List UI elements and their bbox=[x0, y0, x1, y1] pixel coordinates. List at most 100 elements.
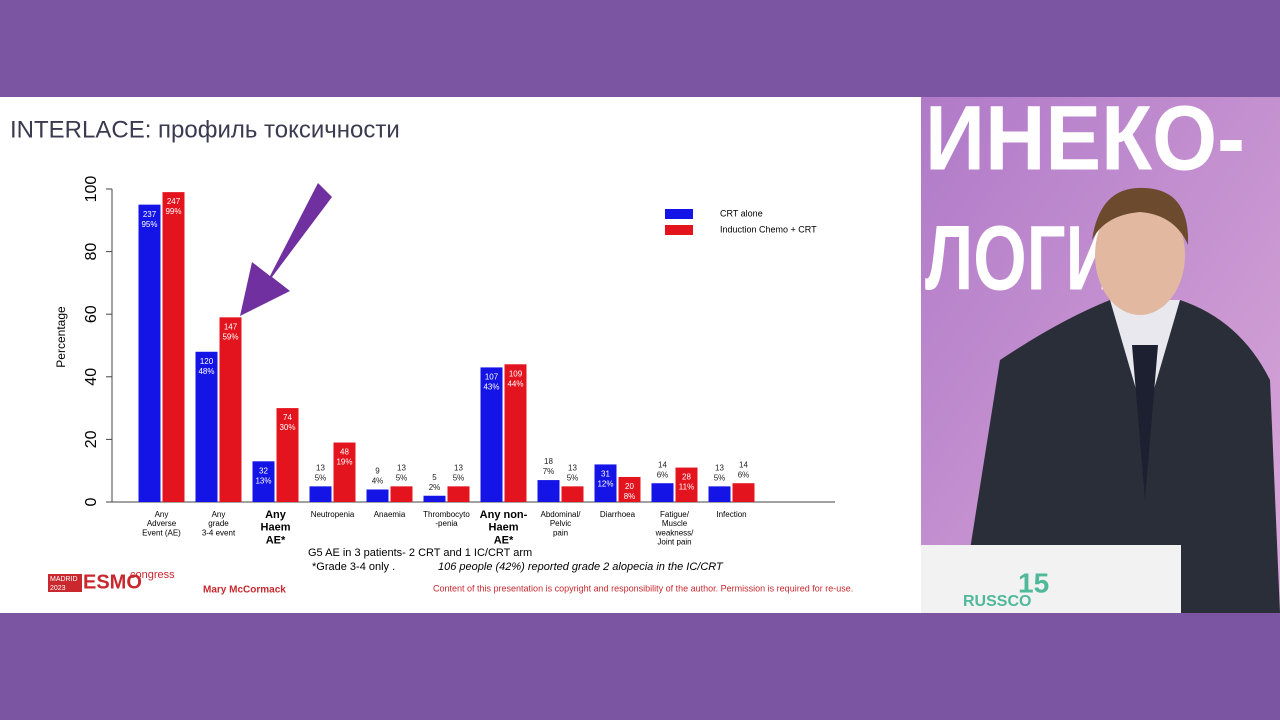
value-label: 7% bbox=[543, 467, 555, 476]
value-label: 12% bbox=[597, 480, 613, 489]
bar bbox=[675, 467, 698, 502]
slide bbox=[0, 97, 921, 613]
logo-box bbox=[48, 574, 82, 592]
bar bbox=[651, 483, 674, 502]
speaker-head bbox=[1095, 195, 1185, 315]
value-label: 5% bbox=[714, 473, 726, 482]
value-count: 32 bbox=[259, 466, 268, 475]
value-count: 5 bbox=[432, 473, 437, 482]
x-tick-label: Any Adverse Event (AE) bbox=[142, 510, 181, 537]
bar bbox=[219, 317, 242, 502]
logo-city: MADRID bbox=[50, 576, 78, 583]
legend-label: Induction Chemo + CRT bbox=[720, 224, 817, 234]
value-count: 237 bbox=[143, 210, 157, 219]
logo-word: congress bbox=[130, 569, 175, 581]
speaker-suit bbox=[960, 300, 1280, 613]
chart: Percentage 0 20 40 60 80 100 Any Adverse Event (A… bbox=[54, 176, 835, 547]
value-label: 59% bbox=[222, 332, 238, 341]
value-count: 14 bbox=[739, 460, 748, 469]
bar bbox=[162, 192, 185, 502]
note: G5 AE in 3 patients- 2 CRT and 1 IC/CRT … bbox=[308, 547, 532, 559]
x-tick-label: Abdominal/Pelvic pain bbox=[540, 510, 581, 537]
speaker-tie bbox=[1132, 345, 1158, 500]
value-count: 14 bbox=[658, 460, 667, 469]
legend-swatch bbox=[665, 225, 693, 235]
highlight-arrow bbox=[240, 183, 332, 316]
podium-logo: RUSSCO bbox=[963, 593, 1031, 610]
note: *Grade 3-4 only . bbox=[312, 561, 395, 573]
value-count: 18 bbox=[544, 457, 553, 466]
value-label: 5% bbox=[567, 473, 579, 482]
bar bbox=[333, 442, 356, 502]
value-label: 5% bbox=[396, 473, 408, 482]
value-count: 13 bbox=[316, 463, 325, 472]
x-tick-label: Any grade 3-4 event bbox=[202, 510, 236, 537]
value-label: 19% bbox=[336, 458, 352, 467]
value-label: 4% bbox=[372, 477, 384, 486]
x-tick-label: Thrombocyto -penia bbox=[423, 510, 470, 528]
bar bbox=[618, 476, 641, 502]
value-count: 107 bbox=[485, 373, 499, 382]
y-tick-label: 80 bbox=[83, 243, 100, 261]
value-count: 20 bbox=[625, 482, 634, 491]
x-tick-label: Neutropenia bbox=[311, 510, 355, 519]
y-tick-label: 20 bbox=[83, 430, 100, 448]
x-tick-label: Infection bbox=[716, 510, 746, 519]
x-tick-label: Diarrhoea bbox=[600, 510, 636, 519]
x-tick-label: Fatigue/Muscle weakness/Joint pain bbox=[655, 510, 695, 547]
value-count: 120 bbox=[200, 357, 214, 366]
value-count: 74 bbox=[283, 413, 292, 422]
value-label: 30% bbox=[279, 423, 295, 432]
copyright: Content of this presentation is copyrigh… bbox=[433, 583, 853, 593]
value-label: 44% bbox=[507, 379, 523, 388]
podium bbox=[921, 545, 1181, 613]
value-label: 95% bbox=[141, 220, 157, 229]
bar bbox=[708, 486, 731, 502]
value-count: 13 bbox=[715, 463, 724, 472]
bar bbox=[309, 486, 332, 502]
value-count: 13 bbox=[397, 463, 406, 472]
x-tick-label: Any non-Haem AE* bbox=[480, 509, 528, 546]
bar bbox=[561, 486, 584, 502]
value-count: 9 bbox=[375, 467, 380, 476]
value-count: 109 bbox=[509, 369, 523, 378]
bar bbox=[480, 367, 503, 502]
logo-brand: ESMO bbox=[83, 571, 142, 593]
bar bbox=[537, 480, 560, 502]
podium-logo-number: 15 bbox=[1018, 567, 1049, 598]
bar bbox=[252, 461, 275, 502]
author: Mary McCormack bbox=[203, 585, 286, 596]
value-label: 5% bbox=[315, 473, 327, 482]
value-label: 99% bbox=[165, 207, 181, 216]
bar bbox=[138, 204, 161, 502]
legend-swatch bbox=[665, 209, 693, 219]
value-label: 6% bbox=[738, 470, 750, 479]
value-label: 48% bbox=[198, 367, 214, 376]
bar bbox=[276, 408, 299, 502]
value-label: 6% bbox=[657, 470, 669, 479]
backdrop-text: ЛОГИ bbox=[925, 207, 1115, 309]
value-count: 48 bbox=[340, 448, 349, 457]
y-tick-label: 60 bbox=[83, 305, 100, 323]
bar bbox=[504, 364, 527, 502]
value-count: 147 bbox=[224, 322, 238, 331]
value-label: 8% bbox=[624, 492, 636, 501]
bar bbox=[447, 486, 470, 502]
value-count: 28 bbox=[682, 473, 691, 482]
value-count: 31 bbox=[601, 470, 610, 479]
y-axis-label: Percentage bbox=[54, 306, 68, 368]
logo-year: 2023 bbox=[50, 585, 66, 592]
bar bbox=[732, 483, 755, 502]
value-label: 43% bbox=[483, 383, 499, 392]
bar bbox=[390, 486, 413, 502]
slide-title: INTERLACE: профиль токсичности bbox=[10, 116, 400, 143]
bar bbox=[195, 351, 218, 502]
value-label: 5% bbox=[453, 473, 465, 482]
backdrop-text: ИНЕКО- bbox=[925, 87, 1245, 189]
x-tick-label: Any Haem AE* bbox=[261, 509, 291, 546]
value-label: 13% bbox=[255, 476, 271, 485]
bar bbox=[594, 464, 617, 502]
y-tick-label: 100 bbox=[83, 176, 100, 203]
value-count: 13 bbox=[454, 463, 463, 472]
